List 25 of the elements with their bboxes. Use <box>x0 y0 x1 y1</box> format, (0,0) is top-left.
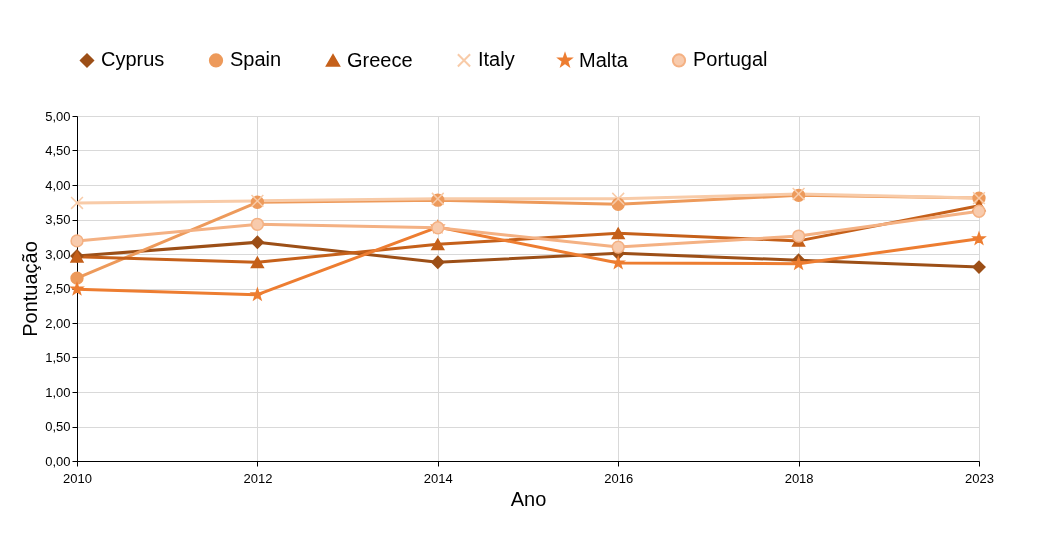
y-tick-label: 2,50 <box>45 281 71 296</box>
y-tick-label: 2,00 <box>45 315 71 331</box>
legend-label: Italy <box>478 48 515 71</box>
y-tick-label: 4,50 <box>45 143 71 158</box>
y-tick-label: 1,50 <box>45 350 71 365</box>
y-tick-label: 5,00 <box>45 108 71 124</box>
x-tick-label: 2023 <box>965 470 994 486</box>
y-tick-label: 1,00 <box>45 384 71 400</box>
y-tick-label: 3,00 <box>45 246 71 262</box>
legend-label: Greece <box>347 48 413 71</box>
x-tick-label: 2012 <box>243 470 273 486</box>
y-tick-label: 3,50 <box>45 212 71 227</box>
x-axis-title: Ano <box>510 487 547 510</box>
y-tick-label: 0,50 <box>45 419 71 434</box>
legend-label: Malta <box>579 48 629 71</box>
x-tick-label: 2018 <box>784 470 814 486</box>
y-tick-label: 4,00 <box>45 177 71 193</box>
x-tick-label: 2010 <box>63 470 92 486</box>
legend-label: Portugal <box>693 48 768 71</box>
legend-label: Cyprus <box>101 48 165 71</box>
x-tick-label: 2016 <box>604 470 634 486</box>
x-tick-label: 2014 <box>423 470 453 486</box>
y-tick-label: 0,00 <box>45 453 71 469</box>
legend-label: Spain <box>230 48 282 71</box>
y-axis-title: Pontuação <box>19 241 42 337</box>
